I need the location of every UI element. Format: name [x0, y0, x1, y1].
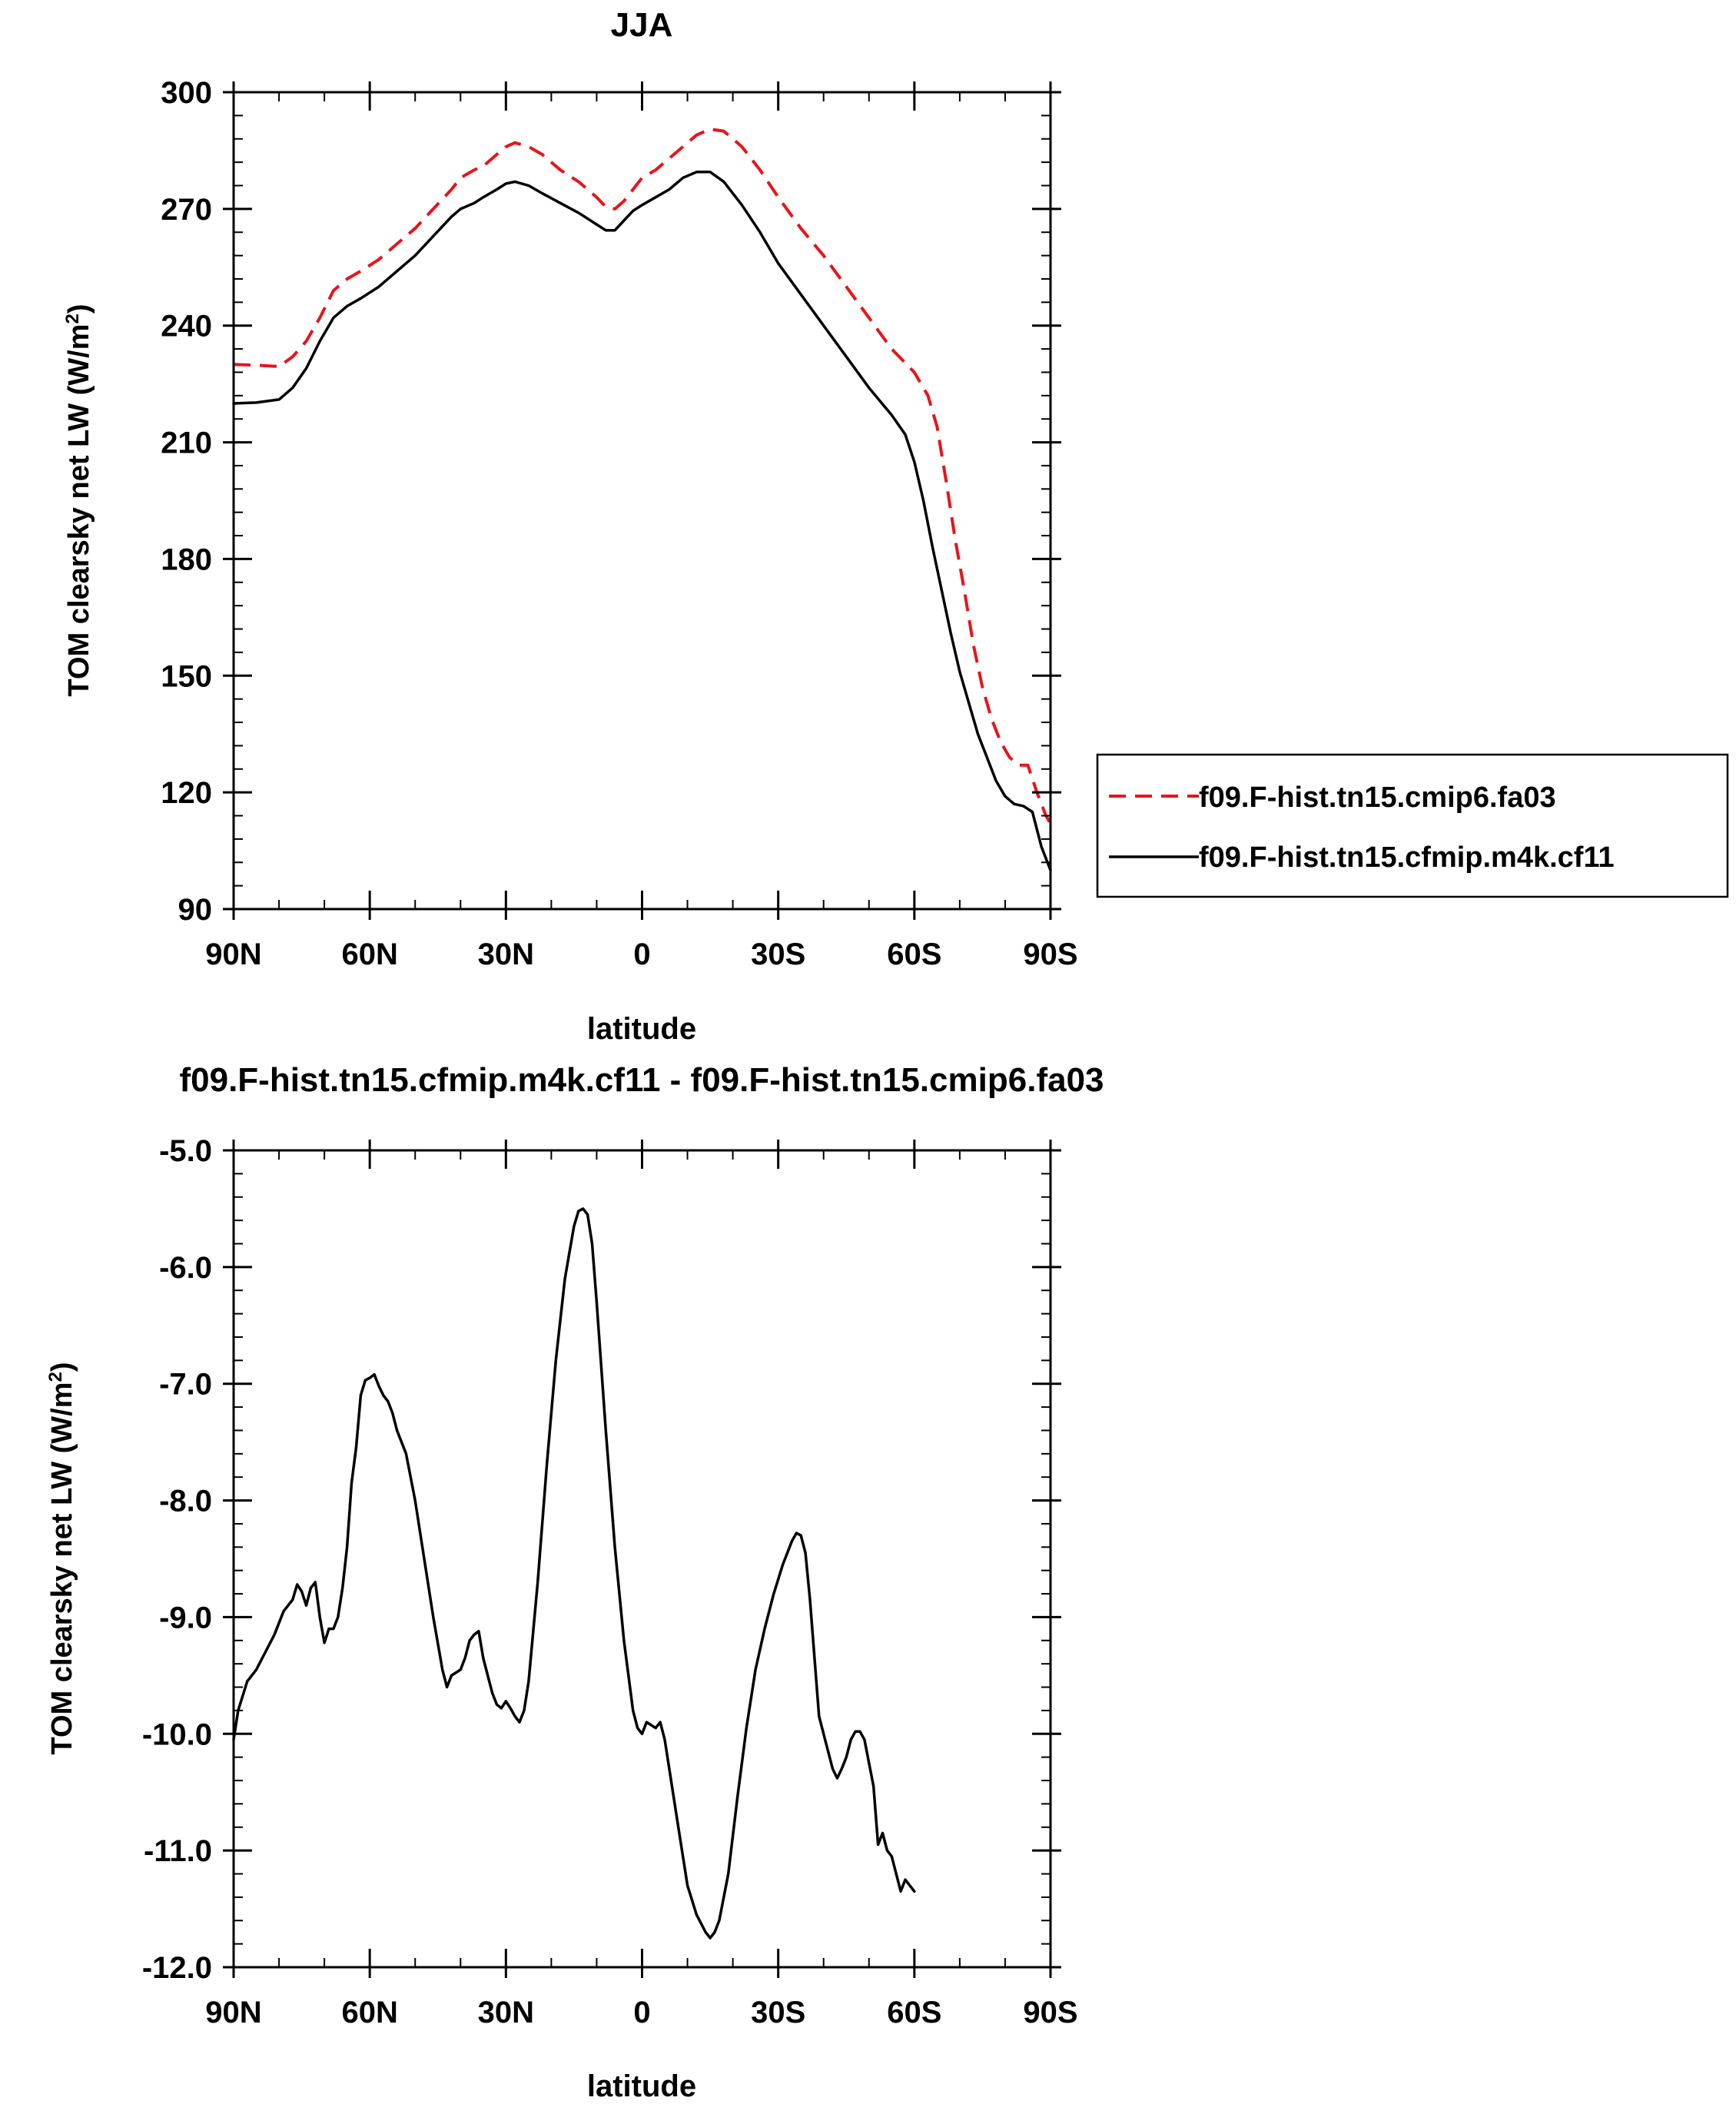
x-tick-label: 60S [887, 938, 941, 971]
y-tick-label: -7.0 [159, 1368, 212, 1402]
top-series-layer [232, 128, 1052, 872]
x-tick-label: 90S [1023, 938, 1077, 971]
y-tick-label: -12.0 [142, 1951, 212, 1985]
y-tick-label: 210 [161, 426, 212, 460]
y-tick-label: 300 [161, 76, 212, 110]
x-tick-label: 90S [1023, 1996, 1077, 2029]
y-tick-label: 270 [161, 193, 212, 227]
y-tick-label: 90 [178, 893, 213, 927]
bottom-axes-layer: -5.0 -6.0 -7.0 -8.0 -9.0 -10.0 -11.0 -12.0 90N 60… [142, 1134, 1078, 2029]
series-line-cf11 [232, 171, 1052, 872]
x-tick-label: 30N [478, 938, 534, 971]
bottom-plot-frame [232, 1149, 1052, 1969]
y-tick-label: 150 [161, 659, 212, 693]
x-tick-label: 30S [751, 1996, 805, 2029]
x-tick-label: 60S [887, 1996, 941, 2029]
legend-label-fa03: f09.F-hist.tn15.cmip6.fa03 [1199, 782, 1556, 814]
top-chart-panel: JJA 300 270 240 210 180 150 120 90 90N 60N 30N 0 30S… [62, 6, 1729, 1046]
legend: f09.F-hist.tn15.cmip6.fa03 f09.F-hist.tn… [1096, 753, 1729, 898]
y-tick-label: -11.0 [144, 1834, 212, 1868]
x-tick-label: 90N [205, 938, 261, 971]
y-tick-label: 120 [161, 776, 212, 810]
bottom-chart-panel: f09.F-hist.tn15.cfmip.m4k.cf11 - f09.F-h… [45, 1061, 1104, 2103]
series-line-difference [232, 1207, 916, 1940]
bottom-chart-title: f09.F-hist.tn15.cfmip.m4k.cf11 - f09.F-h… [179, 1061, 1104, 1099]
legend-box [1096, 753, 1729, 898]
x-tick-label: 30N [478, 1996, 534, 2029]
x-tick-label: 90N [205, 1996, 261, 2029]
series-line-fa03 [233, 128, 1052, 825]
top-y-axis-label: TOM clearsky net LW (W/m2) [62, 304, 96, 697]
legend-label-cf11: f09.F-hist.tn15.cfmip.m4k.cf11 [1199, 841, 1615, 874]
y-tick-label: -8.0 [159, 1485, 212, 1518]
x-tick-label: 60N [341, 938, 397, 971]
y-tick-label: -5.0 [159, 1134, 212, 1168]
y-tick-label: -9.0 [159, 1601, 212, 1634]
y-tick-label: 240 [161, 310, 212, 343]
y-tick-label: -10.0 [142, 1717, 212, 1751]
x-tick-label: 0 [633, 938, 650, 971]
top-axes-layer: 300 270 240 210 180 150 120 90 90N 60N 30N 0 30S 60S 9… [161, 76, 1077, 971]
x-tick-label: 60N [341, 1996, 397, 2029]
bottom-x-axis-label: latitude [587, 2069, 696, 2103]
bottom-y-axis-label: TOM clearsky net LW (W/m2) [45, 1362, 79, 1755]
bottom-series-layer [232, 1207, 916, 1940]
top-x-axis-label: latitude [587, 1012, 696, 1046]
y-tick-label: 180 [161, 543, 212, 576]
x-tick-label: 30S [751, 938, 805, 971]
top-plot-frame [232, 91, 1052, 911]
top-chart-title: JJA [611, 6, 673, 44]
y-tick-label: -6.0 [159, 1251, 212, 1285]
x-tick-label: 0 [633, 1996, 650, 2029]
